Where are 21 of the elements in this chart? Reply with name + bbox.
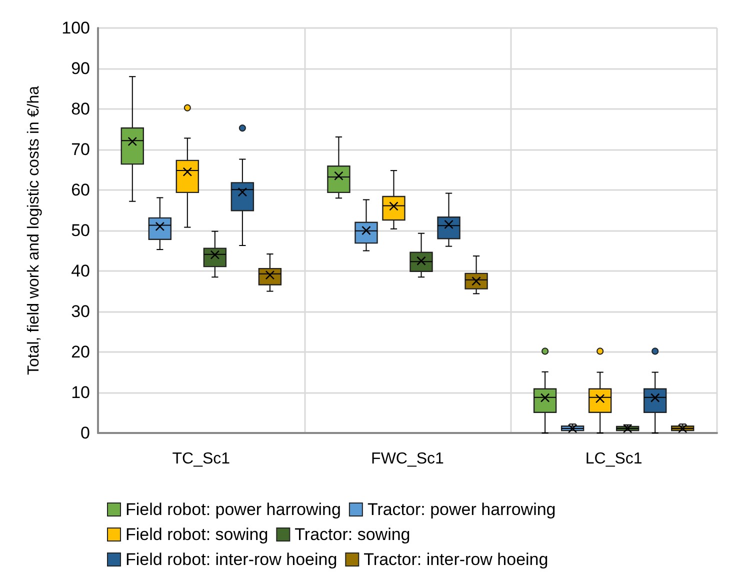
x-tick-label: TC_Sc1 [172,450,230,468]
y-tick-label: 50 [71,221,90,240]
y-tick-label: 70 [71,140,90,159]
y-tick-label: 0 [80,424,90,442]
x-tick-label: FWC_Sc1 [371,450,444,468]
y-axis-title: Total, field work and logistic costs in €/ha [26,86,42,376]
y-tick-label: 30 [71,302,90,321]
y-tick-label: 100 [62,18,90,38]
y-tick-label: 40 [71,262,90,280]
y-tick-label: 10 [71,383,90,402]
y-tick-label: 80 [71,100,90,118]
y-tick-label: 60 [71,180,90,200]
legend-label: Field robot: inter-row hoeing [126,550,338,569]
x-tick-label: LC_Sc1 [585,450,642,468]
legend-label: Tractor: power harrowing [367,500,556,519]
legend-label: Field robot: power harrowing [126,500,341,519]
legend-label: Tractor: inter-row hoeing [364,550,548,569]
y-tick-label: 90 [71,59,90,78]
legend-label: Tractor: sowing [294,525,410,544]
legend-label: Field robot: sowing [126,525,268,544]
y-tick-label: 20 [71,342,90,362]
